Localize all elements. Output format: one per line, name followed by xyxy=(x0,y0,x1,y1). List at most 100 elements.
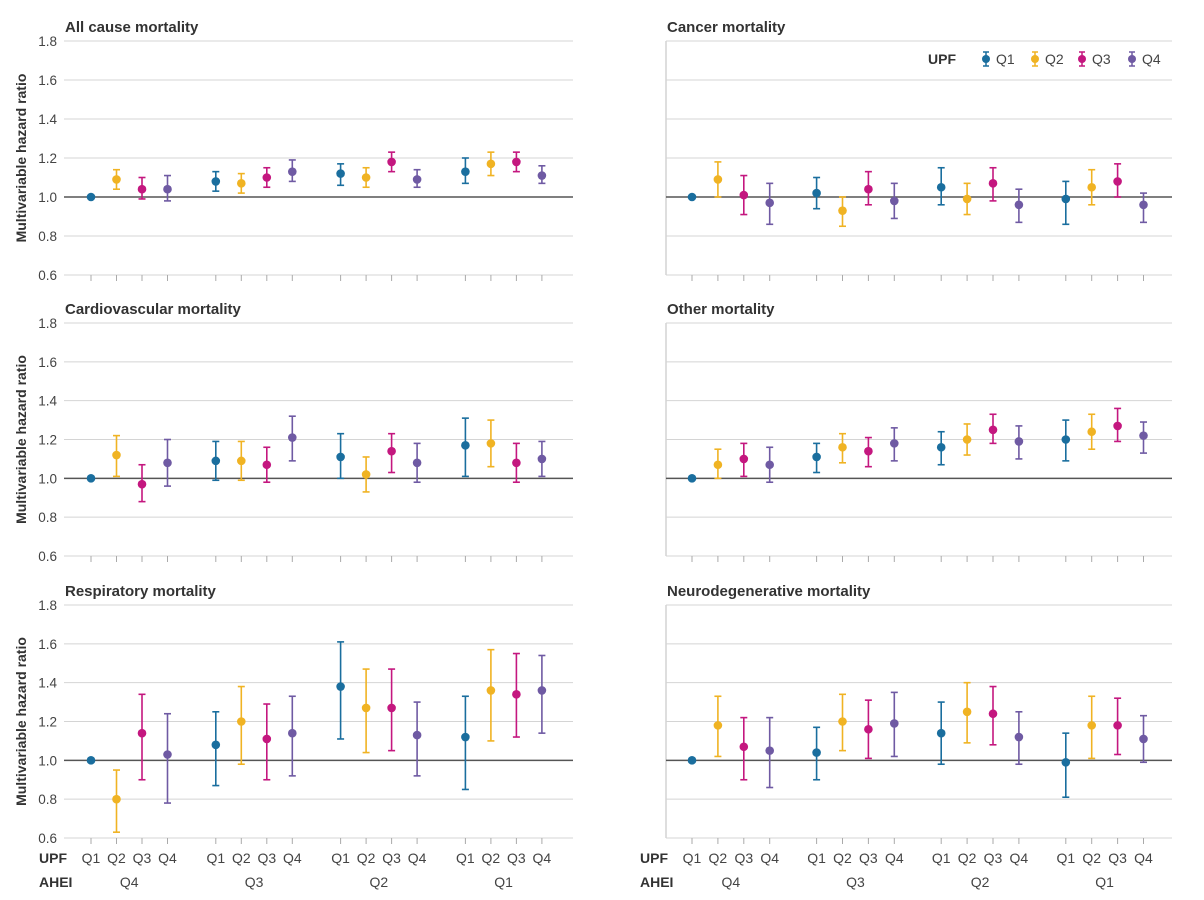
data-point xyxy=(461,732,470,742)
data-point xyxy=(512,690,521,699)
data-point xyxy=(112,450,121,460)
y-tick-label: 1.4 xyxy=(38,394,57,409)
x-tick-label: Q3 xyxy=(984,850,1003,866)
ahei-group-label: Q3 xyxy=(846,874,865,890)
data-point xyxy=(486,686,496,695)
x-tick-label: Q2 xyxy=(1082,850,1101,866)
data-point xyxy=(486,439,496,448)
data-point xyxy=(137,728,147,738)
data-point xyxy=(336,169,345,178)
data-point xyxy=(962,707,972,717)
data-point xyxy=(137,479,147,489)
legend-item-q4: Q4 xyxy=(1128,51,1161,67)
data-point xyxy=(361,470,371,479)
data-point xyxy=(988,179,998,188)
y-tick-label: 0.8 xyxy=(38,792,57,807)
data-point xyxy=(1014,200,1024,210)
y-tick-label: 1.6 xyxy=(38,355,57,370)
data-point xyxy=(765,460,774,470)
data-point xyxy=(1061,435,1071,444)
x-tick-label: Q2 xyxy=(107,850,126,866)
legend-label: Q1 xyxy=(996,51,1015,67)
x-tick-label: Q1 xyxy=(206,850,225,866)
panel-title: Respiratory mortality xyxy=(65,583,217,600)
panel-title: Cardiovascular mortality xyxy=(65,301,242,318)
data-point xyxy=(86,192,96,202)
data-point xyxy=(486,159,496,169)
x-tick-label: Q1 xyxy=(1056,850,1075,866)
data-point xyxy=(336,452,345,462)
data-point xyxy=(1113,721,1122,730)
data-point xyxy=(537,686,547,695)
x-tick-label: Q4 xyxy=(1010,850,1029,866)
data-point xyxy=(512,157,521,167)
ahei-group-label: Q4 xyxy=(120,874,139,890)
panel-title: Neurodegenerative mortality xyxy=(667,583,871,600)
data-point xyxy=(988,425,998,435)
data-point xyxy=(765,746,774,755)
data-point xyxy=(1087,427,1096,437)
data-point xyxy=(163,184,172,194)
panel-neurodegenerative-mortality: Neurodegenerative mortality xyxy=(665,583,1172,844)
x-tick-label: Q4 xyxy=(533,850,552,866)
x-tick-label: Q2 xyxy=(482,850,501,866)
y-tick-label: 1.2 xyxy=(38,715,57,730)
y-tick-label: 1.6 xyxy=(38,73,57,88)
x-tick-label: Q2 xyxy=(958,850,977,866)
data-point xyxy=(262,460,272,470)
data-point xyxy=(387,446,396,456)
legend-item-q1: Q1 xyxy=(982,51,1015,67)
x-tick-label: Q2 xyxy=(709,850,728,866)
y-tick-label: 1.0 xyxy=(38,190,57,205)
legend-item-q2: Q2 xyxy=(1031,51,1064,67)
data-point xyxy=(461,441,470,450)
data-point xyxy=(838,442,847,452)
data-point xyxy=(112,794,121,804)
y-tick-label: 1.0 xyxy=(38,471,57,486)
data-point xyxy=(1087,721,1096,730)
data-point xyxy=(739,742,749,752)
data-point xyxy=(890,439,899,448)
y-tick-label: 1.4 xyxy=(38,676,57,691)
ahei-group-label: Q3 xyxy=(245,874,264,890)
data-point xyxy=(864,446,873,456)
x-tick-label: Q4 xyxy=(283,850,302,866)
y-tick-label: 0.6 xyxy=(38,549,57,564)
y-axis-label: Multivariable hazard ratio xyxy=(13,355,29,524)
data-point xyxy=(812,748,821,757)
data-point xyxy=(739,190,749,200)
data-point xyxy=(687,474,697,483)
data-point xyxy=(1061,757,1071,767)
y-tick-label: 1.8 xyxy=(38,34,57,49)
legend-marker xyxy=(1031,55,1039,63)
data-point xyxy=(739,454,749,464)
y-tick-label: 1.2 xyxy=(38,151,57,166)
data-point xyxy=(713,460,723,470)
data-point xyxy=(387,703,396,713)
data-point xyxy=(890,719,899,728)
x-tick-label: Q3 xyxy=(734,850,753,866)
data-point xyxy=(412,175,422,184)
x-tick-label: Q3 xyxy=(133,850,152,866)
data-point xyxy=(936,728,946,738)
x-tick-label: Q2 xyxy=(833,850,852,866)
data-point xyxy=(1014,437,1024,446)
data-point xyxy=(387,157,396,167)
data-point xyxy=(86,474,96,483)
data-point xyxy=(890,196,899,206)
x-tick-label: Q1 xyxy=(456,850,475,866)
panel-all-cause-mortality: All cause mortality 0.6 0.8 1.2 1.4 1.6 1.8 1.0… xyxy=(13,19,573,283)
legend-item-q3: Q3 xyxy=(1078,51,1111,67)
x-tick-label: Q4 xyxy=(158,850,177,866)
data-point xyxy=(812,188,821,198)
data-point xyxy=(1014,732,1024,742)
data-point xyxy=(988,709,998,719)
y-axis-label: Multivariable hazard ratio xyxy=(13,637,29,806)
data-point xyxy=(1139,200,1148,210)
data-point xyxy=(838,206,847,215)
upf-row-label: UPF xyxy=(640,850,668,866)
data-point xyxy=(237,456,246,466)
data-point xyxy=(211,177,221,186)
x-tick-label: Q4 xyxy=(408,850,427,866)
data-point xyxy=(412,730,422,740)
